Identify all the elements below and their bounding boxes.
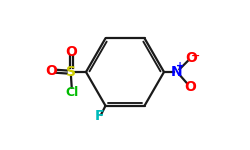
Text: O: O bbox=[184, 80, 196, 94]
Text: S: S bbox=[66, 65, 76, 79]
Text: O: O bbox=[185, 51, 197, 65]
Text: −: − bbox=[191, 51, 200, 61]
Text: +: + bbox=[176, 61, 184, 71]
Text: O: O bbox=[65, 45, 77, 59]
Text: N: N bbox=[171, 65, 182, 79]
Text: O: O bbox=[46, 64, 58, 78]
Text: Cl: Cl bbox=[65, 86, 78, 99]
Text: F: F bbox=[95, 109, 104, 123]
